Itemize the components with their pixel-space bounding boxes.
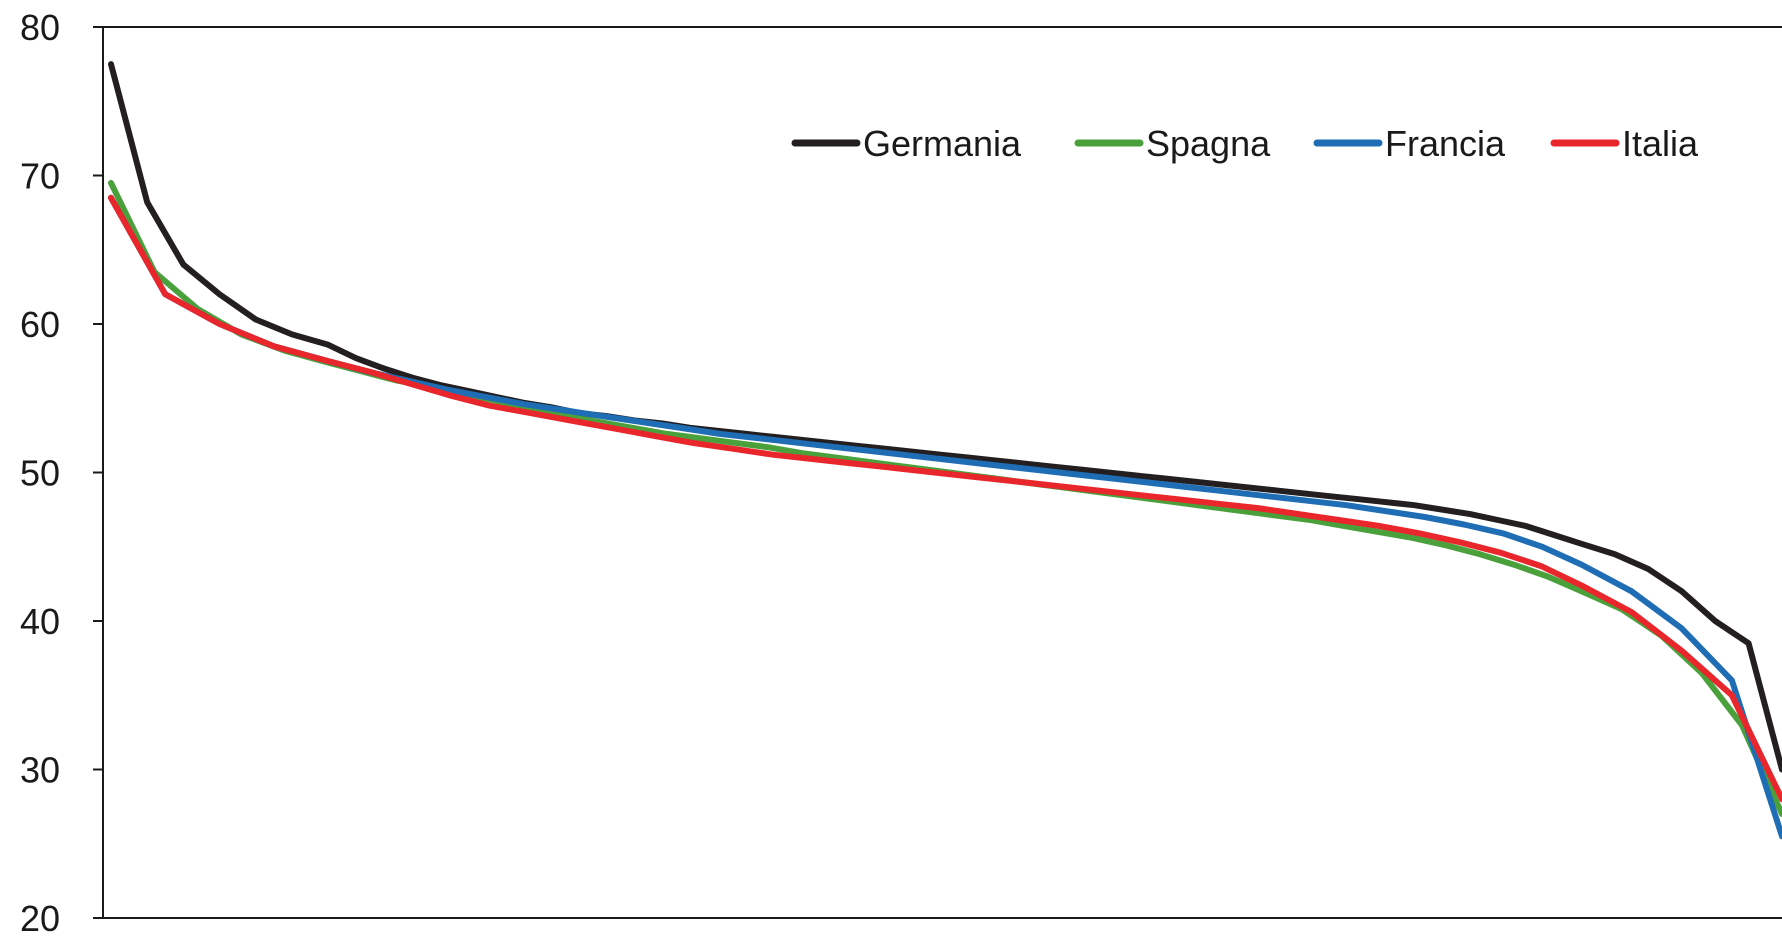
y-tick-label: 50 (20, 453, 60, 494)
y-tick-label: 30 (20, 750, 60, 791)
plot-frame (102, 26, 1782, 919)
series-line-francia (108, 194, 1782, 840)
y-tick-label: 80 (20, 7, 60, 48)
legend-label-francia: Francia (1385, 123, 1506, 164)
y-tick-label: 60 (20, 304, 60, 345)
y-tick-label: 70 (20, 156, 60, 197)
series-line-spagna (108, 179, 1782, 817)
legend-label-spagna: Spagna (1146, 123, 1271, 164)
legend: Germania Spagna Francia Italia (791, 123, 1699, 164)
y-axis: 20 30 40 50 60 70 80 (20, 7, 103, 939)
y-tick-label: 20 (20, 898, 60, 939)
series-line-italia (108, 194, 1782, 803)
legend-label-italia: Italia (1622, 123, 1699, 164)
series-line-germania (108, 61, 1782, 773)
legend-label-germania: Germania (863, 123, 1022, 164)
series-layer (108, 61, 1782, 840)
y-tick-label: 40 (20, 601, 60, 642)
